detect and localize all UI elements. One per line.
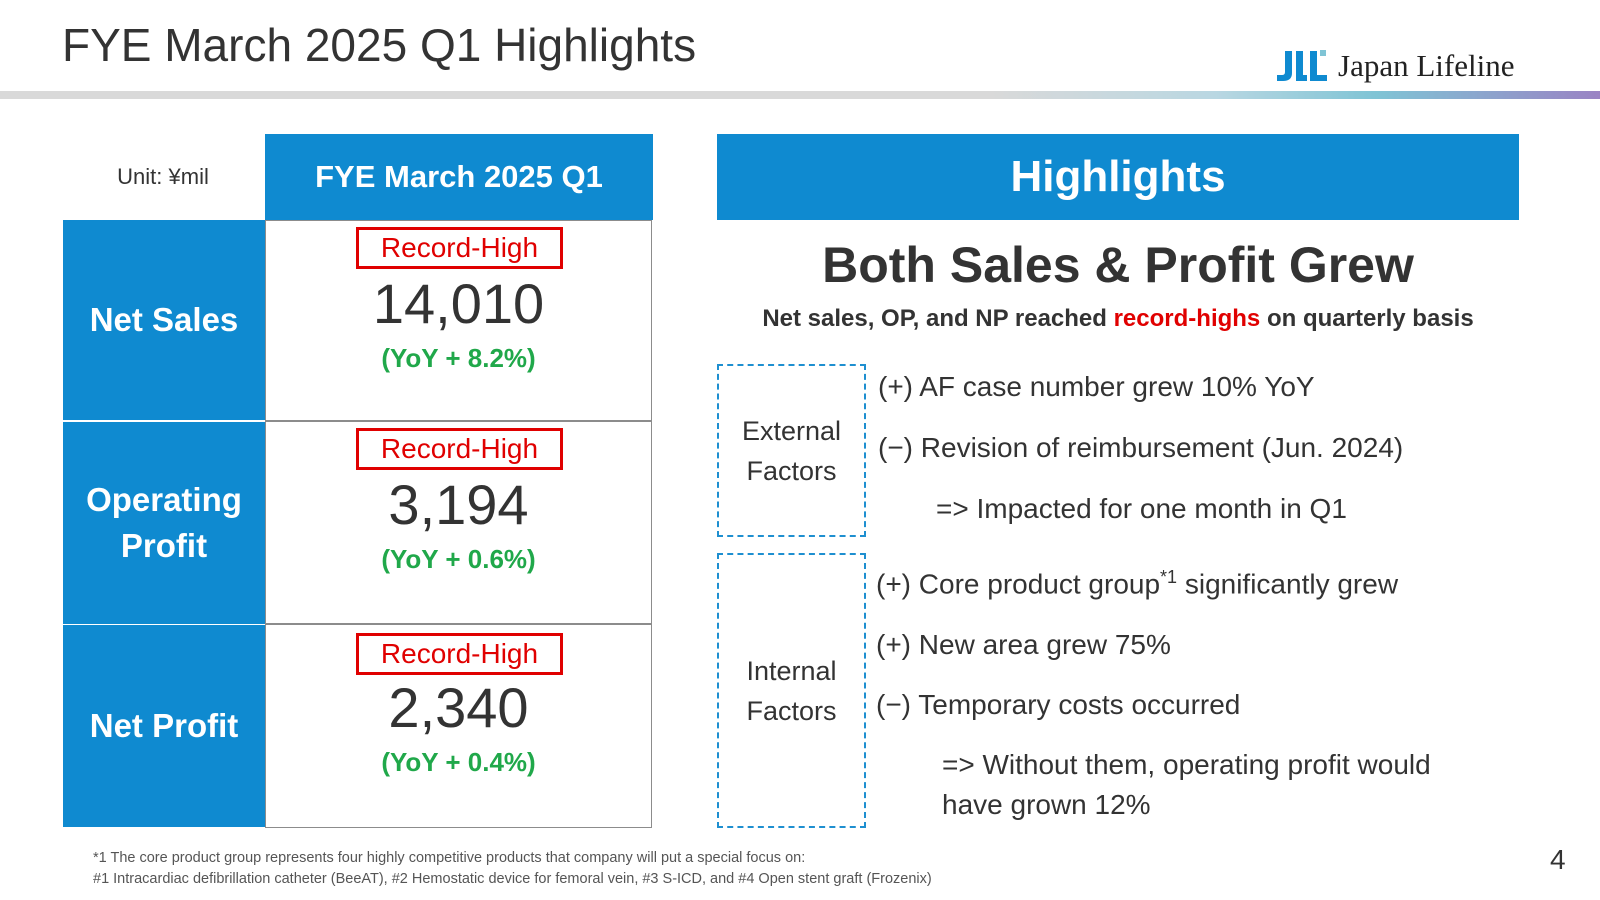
sub-heading: Net sales, OP, and NP reached record-hig… <box>717 305 1519 333</box>
footnote: *1 The core product group represents fou… <box>93 848 932 890</box>
value-cell-operating-profit: Record-High 3,194 (YoY + 0.6%) <box>265 421 652 624</box>
internal-factor-item: => Without them, operating profit would <box>942 749 1431 780</box>
external-factors-label: External <box>741 415 842 446</box>
page-number: 4 <box>1550 844 1566 875</box>
company-logo: Japan Lifeline <box>1276 46 1514 86</box>
unit-label: Unit: ¥mil <box>117 164 209 189</box>
internal-factor-item: (+) New area grew 75% <box>876 629 1171 660</box>
external-factors-label-line2: Factors <box>746 455 837 486</box>
row-header-net-profit: Net Profit <box>63 625 265 827</box>
logo-text: Japan Lifeline <box>1338 48 1515 83</box>
row-header-net-sales: Net Sales <box>63 220 265 420</box>
footnote-line: #1 Intracardiac defibrillation catheter … <box>93 871 932 887</box>
net-profit-value: 2,340 <box>388 676 529 739</box>
net-sales-value: 14,010 <box>372 272 545 335</box>
row-header-label: Net Profit <box>89 707 239 744</box>
jll-logo-icon <box>1277 50 1327 81</box>
internal-factors-box: Internal Factors <box>717 553 866 828</box>
record-high-badge: Record-High <box>356 428 563 470</box>
record-high-badge: Record-High <box>356 227 563 269</box>
row-header-label: Net Sales <box>89 301 239 338</box>
record-high-badge: Record-High <box>356 633 563 675</box>
internal-factor-item-line2: have grown 12% <box>942 789 1151 820</box>
row-header-label-line2: Profit <box>120 527 208 564</box>
net-profit-yoy: (YoY + 0.4%) <box>381 747 536 777</box>
internal-factor-text: (+) Core product group <box>876 568 1161 600</box>
highlights-header: Highlights <box>717 134 1519 220</box>
row-header-operating-profit: Operating Profit <box>63 422 265 624</box>
internal-factor-item: (+) Core product group*1 significantly g… <box>876 567 1398 600</box>
sub-heading-highlight: record-highs <box>1113 305 1261 332</box>
value-cell-net-sales: Record-High 14,010 (YoY + 8.2%) <box>265 220 652 421</box>
net-sales-yoy: (YoY + 8.2%) <box>381 343 536 373</box>
sub-heading-text-end: on quarterly basis <box>1260 305 1474 332</box>
external-factors-box: External Factors <box>717 364 866 537</box>
footnote-marker: *1 <box>1160 567 1178 587</box>
page-title: FYE March 2025 Q1 Highlights <box>62 19 697 71</box>
internal-factor-item: (−) Temporary costs occurred <box>876 689 1241 720</box>
header-divider <box>0 91 1600 99</box>
internal-factor-text-end: significantly grew <box>1177 568 1399 600</box>
operating-profit-value: 3,194 <box>388 473 529 536</box>
row-header-label: Operating <box>86 481 242 518</box>
value-cell-net-profit: Record-High 2,340 (YoY + 0.4%) <box>265 624 652 828</box>
internal-factors-label: Internal <box>746 655 837 686</box>
internal-factors-label-line2: Factors <box>746 695 837 726</box>
external-factor-item: (+) AF case number grew 10% YoY <box>878 371 1315 402</box>
operating-profit-yoy: (YoY + 0.6%) <box>381 544 536 574</box>
sub-heading-text: Net sales, OP, and NP reached <box>762 305 1114 332</box>
footnote-line: *1 The core product group represents fou… <box>93 850 806 866</box>
external-factor-item: (−) Revision of reimbursement (Jun. 2024… <box>878 432 1404 463</box>
main-heading: Both Sales & Profit Grew <box>822 237 1414 293</box>
external-factor-item: => Impacted for one month in Q1 <box>936 493 1347 524</box>
table-column-header: FYE March 2025 Q1 <box>265 134 653 220</box>
